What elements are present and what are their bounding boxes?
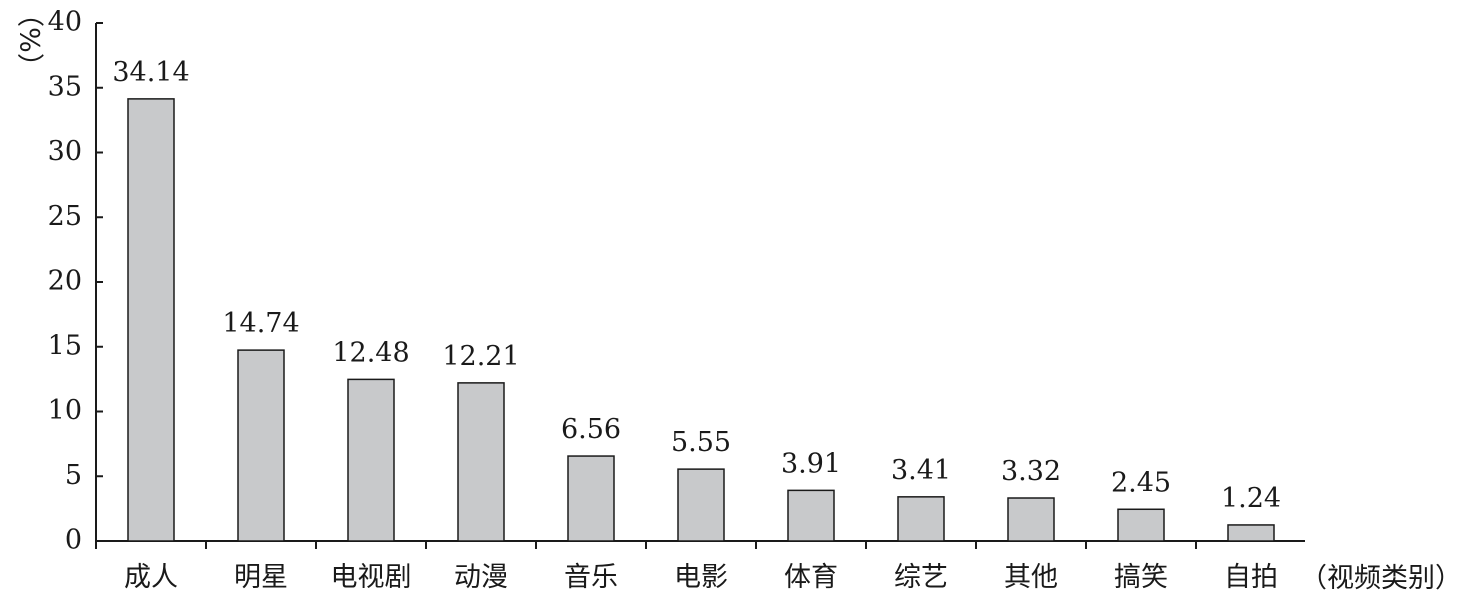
- bar: [1117, 508, 1165, 542]
- category-label: 搞笑: [1114, 562, 1168, 593]
- bar: [1007, 497, 1055, 542]
- bar: [897, 496, 945, 542]
- y-tick-label: 40: [48, 7, 82, 38]
- category-label: 电影: [674, 562, 728, 593]
- bar: [567, 455, 615, 542]
- y-ticks: 0 5 10 15 20 25 30 35 40: [48, 7, 103, 556]
- data-label: 3.91: [781, 448, 841, 479]
- bar: [1227, 524, 1275, 542]
- data-label: 2.45: [1111, 467, 1171, 498]
- data-label: 12.21: [442, 341, 519, 372]
- y-tick-label: 0: [65, 525, 82, 556]
- category-label: 综艺: [894, 562, 948, 593]
- y-tick-label: 5: [65, 460, 82, 491]
- category-label: 动漫: [454, 562, 508, 593]
- data-label: 6.56: [561, 414, 621, 445]
- y-axis-label-text: （%）: [14, 0, 45, 80]
- data-label: 12.48: [332, 337, 409, 368]
- data-label: 14.74: [222, 308, 299, 339]
- bar: [237, 349, 285, 542]
- data-label: 5.55: [671, 427, 731, 458]
- bar: [127, 98, 175, 542]
- category-labels: 成人 明星 电视剧 动漫 音乐 电影 体育 综艺 其他 搞笑 自拍: [124, 562, 1278, 593]
- y-tick-label: 30: [48, 136, 82, 167]
- x-axis-label: （视频类别）: [1300, 563, 1462, 594]
- data-label: 3.32: [1001, 456, 1061, 487]
- bar: [787, 489, 835, 542]
- data-label: 1.24: [1221, 483, 1281, 514]
- y-tick-label: 35: [48, 71, 82, 102]
- bars: [127, 98, 1275, 542]
- y-tick-label: 20: [48, 266, 82, 297]
- category-label: 成人: [124, 562, 178, 593]
- category-label: 自拍: [1224, 562, 1278, 593]
- bar: [677, 468, 725, 542]
- bar: [347, 378, 395, 542]
- category-label: 体育: [784, 562, 838, 593]
- y-tick-label: 25: [48, 201, 82, 232]
- category-label: 其他: [1004, 562, 1058, 593]
- data-labels: 34.14 14.74 12.48 12.21 6.56 5.55 3.91 3.41 3.32…: [112, 57, 1281, 514]
- category-label: 音乐: [564, 562, 618, 593]
- bar: [457, 382, 505, 542]
- category-label: 明星: [234, 562, 288, 593]
- data-label: 34.14: [112, 57, 189, 88]
- category-label: 电视剧: [331, 562, 412, 593]
- y-tick-label: 15: [48, 330, 82, 361]
- y-tick-label: 10: [48, 395, 82, 426]
- data-label: 3.41: [891, 455, 951, 486]
- y-axis-label: （%）: [14, 0, 45, 80]
